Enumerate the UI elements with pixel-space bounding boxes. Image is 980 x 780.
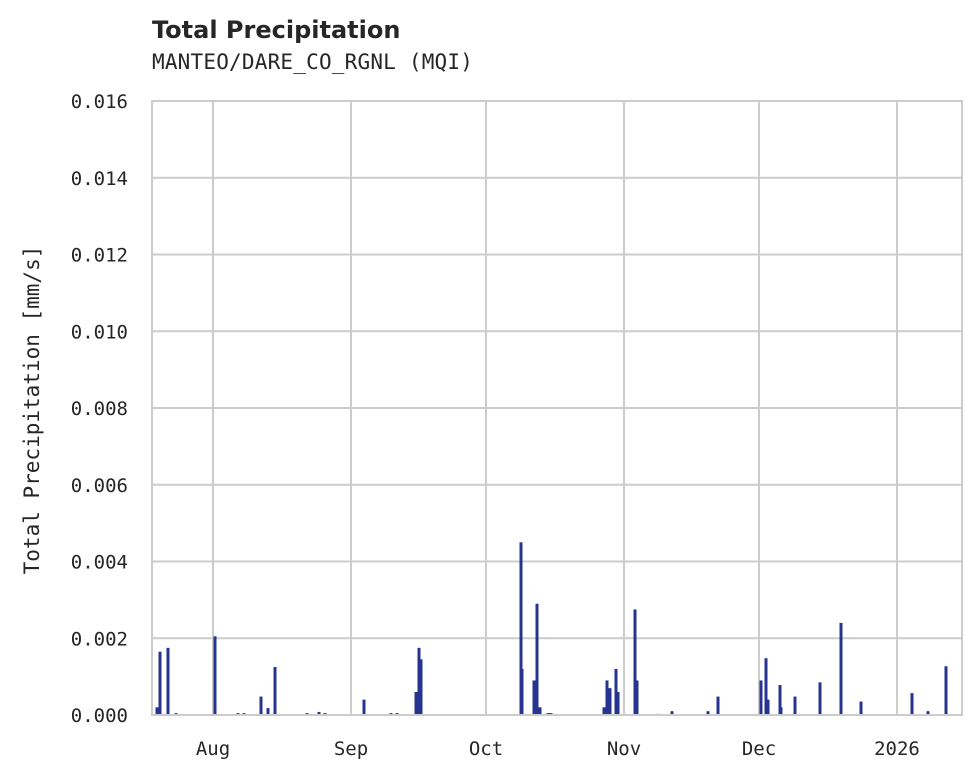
precipitation-bar — [670, 711, 674, 715]
y-tick-label: 0.012 — [71, 245, 128, 267]
precipitation-bar — [859, 701, 863, 715]
chart-subtitle: MANTEO/DARE_CO_RGNL (MQI) — [152, 50, 474, 74]
y-tick-label: 0.016 — [71, 91, 128, 113]
x-axis-ticks: Aug Sep Oct Nov Dec 2026 — [196, 738, 920, 760]
precipitation-bar — [839, 622, 843, 715]
y-tick-label: 0.008 — [71, 398, 128, 420]
precipitation-bar — [520, 668, 524, 715]
x-tick-label: Oct — [469, 738, 503, 760]
precipitation-bar — [213, 636, 217, 715]
precipitation-bar — [155, 707, 159, 715]
precipitation-bar — [166, 647, 170, 715]
precipitation-bar — [158, 651, 162, 715]
precipitation-bar — [266, 708, 270, 715]
precipitation-bar — [538, 707, 542, 715]
x-tick-label: Aug — [196, 738, 230, 760]
precipitation-bar — [417, 647, 421, 715]
precipitation-bar — [614, 668, 618, 715]
y-tick-label: 0.000 — [71, 705, 128, 727]
precipitation-bar — [716, 696, 720, 715]
precipitation-bar — [635, 680, 639, 715]
y-tick-label: 0.006 — [71, 475, 128, 497]
precipitation-bar — [362, 699, 366, 715]
x-tick-label: Sep — [334, 738, 368, 760]
y-tick-label: 0.014 — [71, 168, 128, 190]
precipitation-bar — [605, 680, 609, 715]
y-axis-label: Total Precipitation [mm/s] — [20, 246, 44, 575]
y-tick-label: 0.002 — [71, 628, 128, 650]
y-tick-label: 0.004 — [71, 552, 128, 574]
precipitation-bar — [910, 693, 914, 715]
precipitation-bar — [944, 666, 948, 715]
precipitation-bar — [779, 707, 783, 715]
precipitation-bar — [766, 699, 770, 715]
precipitation-bar — [602, 707, 606, 715]
precipitation-bar — [414, 691, 418, 715]
y-tick-label: 0.010 — [71, 321, 128, 343]
precipitation-bar — [532, 680, 536, 715]
precipitation-bar — [793, 696, 797, 715]
precipitation-bar — [519, 542, 523, 715]
x-tick-label: Nov — [607, 738, 641, 760]
precipitation-bar — [818, 682, 822, 715]
chart-title: Total Precipitation — [152, 16, 401, 44]
precipitation-bar — [633, 609, 637, 715]
precipitation-bar — [273, 667, 277, 715]
y-axis-ticks: 0.000 0.002 0.004 0.006 0.008 0.010 0.012 0.014… — [71, 91, 128, 727]
precipitation-bar — [764, 658, 768, 715]
precipitation-bar — [706, 711, 710, 715]
precipitation-bar — [259, 696, 263, 715]
grid-lines — [152, 100, 962, 716]
precipitation-bar — [759, 680, 763, 715]
precipitation-bar — [535, 603, 539, 715]
precipitation-bars — [155, 542, 948, 716]
precipitation-bar — [616, 691, 620, 715]
x-tick-label: 2026 — [874, 738, 920, 760]
precipitation-bar — [926, 711, 930, 715]
precipitation-bar — [778, 685, 782, 715]
precipitation-bar — [419, 659, 423, 715]
precipitation-bar — [317, 711, 321, 715]
precipitation-bar — [608, 688, 612, 715]
x-tick-label: Dec — [742, 738, 776, 760]
plot-frame — [151, 100, 963, 716]
